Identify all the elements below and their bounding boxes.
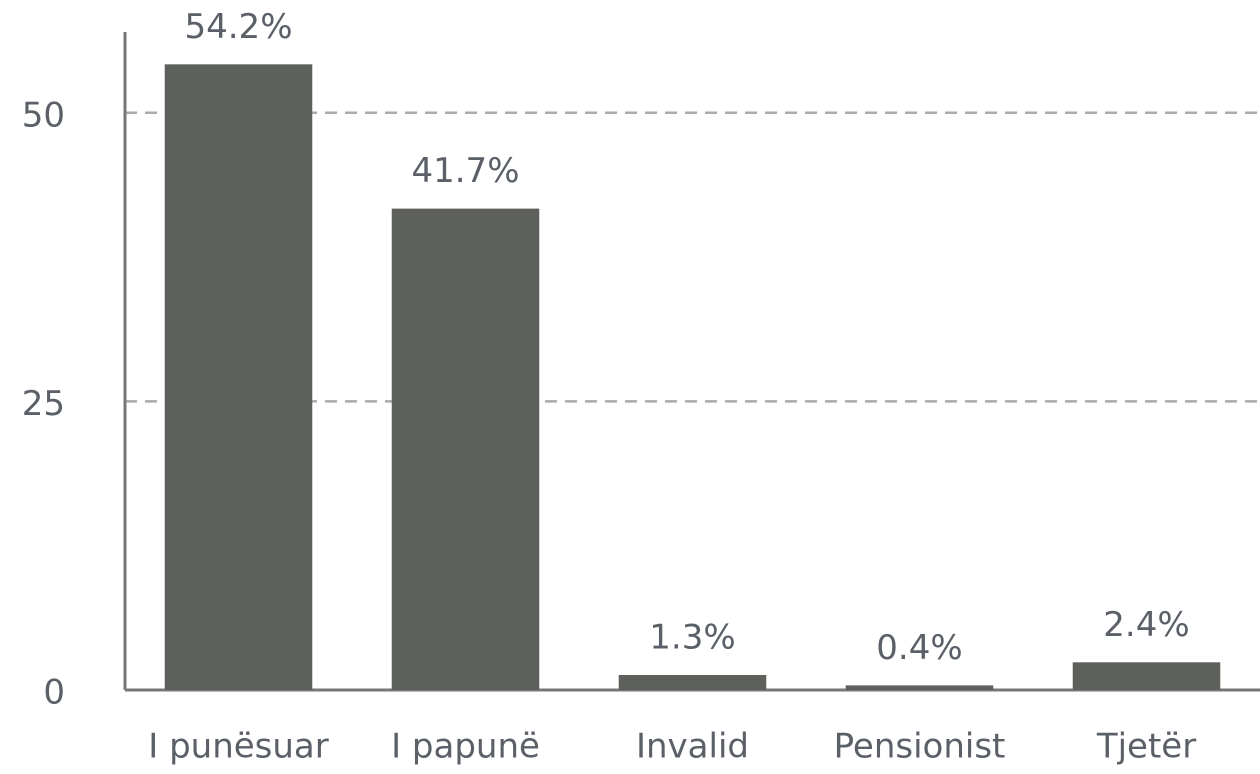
- x-tick-label: I punësuar: [148, 727, 329, 767]
- bar: [164, 64, 313, 690]
- value-label: 41.7%: [411, 151, 519, 191]
- value-label: 2.4%: [1103, 605, 1189, 645]
- bar: [618, 674, 767, 690]
- x-tick-label: Pensionist: [834, 727, 1006, 767]
- x-tick-label: Invalid: [636, 727, 749, 767]
- value-label: 54.2%: [184, 7, 292, 47]
- value-label: 0.4%: [876, 628, 962, 668]
- bar: [391, 208, 540, 691]
- y-tick-label: 25: [22, 384, 65, 424]
- y-tick-label: 0: [43, 673, 65, 713]
- bar: [845, 685, 994, 690]
- value-label: 1.3%: [649, 617, 735, 657]
- bar: [1072, 662, 1221, 690]
- x-tick-label: Tjetër: [1096, 727, 1196, 767]
- x-tick-label: I papunë: [391, 727, 540, 767]
- y-tick-label: 50: [22, 95, 65, 135]
